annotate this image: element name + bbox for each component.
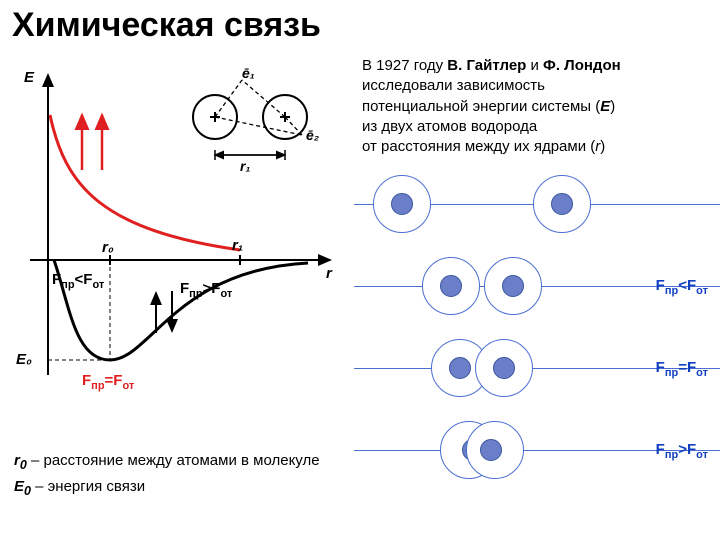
- intro-name1: В. Гайтлер: [447, 57, 526, 74]
- annot-f-gt: Fпр>Fот: [180, 280, 232, 300]
- intro-l5a: от расстояния между их ядрами (: [362, 138, 595, 155]
- inset-dipole: [180, 75, 335, 167]
- atom: [423, 258, 479, 314]
- label-e2: ē₂: [306, 127, 319, 143]
- label-r1: r₁: [232, 237, 243, 254]
- label-inset-r1: r₁: [240, 158, 250, 174]
- atom-row-3: Fпр>Fот: [362, 411, 712, 489]
- atom-row-1: Fпр<Fот: [362, 247, 712, 325]
- intro-E: E: [600, 98, 610, 115]
- atom-approach-diagram: Fпр<Fот Fпр=Fот Fпр>Fот: [362, 165, 712, 495]
- label-r0: r₀: [102, 239, 114, 256]
- annot-f-lt: Fпр<Fот: [52, 271, 104, 291]
- atom: [476, 340, 532, 396]
- page-title: Химическая связь: [12, 6, 321, 45]
- label-E: E: [24, 69, 34, 86]
- intro-l4: из двух атомов водорода: [362, 118, 537, 135]
- label-E0: E₀: [16, 351, 32, 368]
- label-e1: ē₁: [242, 65, 255, 81]
- intro-l3a: потенциальной энергии системы (: [362, 98, 600, 115]
- atom-row-label: Fпр<Fот: [656, 277, 708, 297]
- intro-and: и: [526, 57, 543, 74]
- intro-name2: Ф. Лондон: [543, 57, 621, 74]
- atom: [374, 176, 430, 232]
- intro-l1a: В 1927 году: [362, 57, 447, 74]
- def-E0: E0 – энергия связи: [14, 478, 364, 498]
- atom-row-2: Fпр=Fот: [362, 329, 712, 407]
- annot-f-eq: Fпр=Fот: [82, 372, 134, 392]
- energy-graph: E r r₀ r₁ E₀ ē₁ ē₂ r₁ Fпр<Fот Fпр>Fот Fп…: [10, 55, 340, 385]
- atom-row-label: Fпр=Fот: [656, 359, 708, 379]
- intro-l3b: ): [610, 98, 615, 115]
- atom-row-0: [362, 165, 712, 243]
- graph-svg: [10, 55, 340, 395]
- intro-l2: исследовали зависимость: [362, 77, 545, 94]
- intro-l5b: ): [600, 138, 605, 155]
- label-r: r: [326, 265, 332, 282]
- definitions: r0 – расстояние между атомами в молекуле…: [14, 452, 364, 504]
- atom: [467, 422, 523, 478]
- atom: [485, 258, 541, 314]
- atom: [534, 176, 590, 232]
- atom-row-label: Fпр>Fот: [656, 441, 708, 461]
- intro-text: В 1927 году В. Гайтлер и Ф. Лондон иссле…: [362, 56, 712, 157]
- def-r0: r0 – расстояние между атомами в молекуле: [14, 452, 364, 472]
